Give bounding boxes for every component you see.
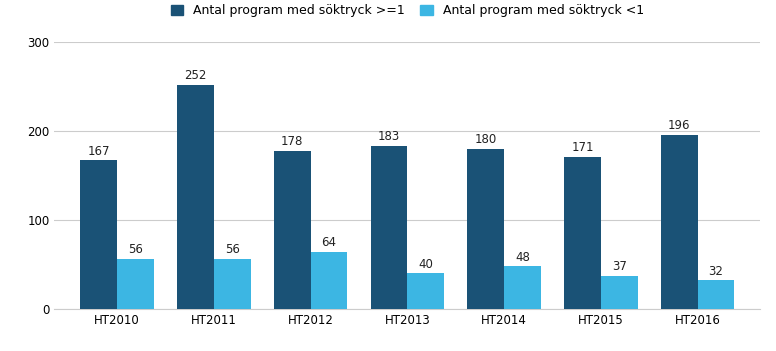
Bar bbox=[274, 151, 310, 309]
Bar bbox=[564, 157, 601, 309]
Bar bbox=[214, 259, 251, 309]
Bar bbox=[177, 85, 214, 309]
Text: 32: 32 bbox=[708, 265, 723, 278]
Text: 180: 180 bbox=[475, 133, 497, 146]
Legend: Antal program med söktryck >=1, Antal program med söktryck <1: Antal program med söktryck >=1, Antal pr… bbox=[167, 0, 648, 21]
Text: 64: 64 bbox=[321, 236, 337, 249]
Text: 48: 48 bbox=[515, 251, 530, 264]
Text: 171: 171 bbox=[571, 141, 594, 154]
Bar bbox=[698, 280, 734, 309]
Text: 167: 167 bbox=[88, 145, 110, 158]
Bar bbox=[310, 252, 348, 309]
Text: 40: 40 bbox=[418, 258, 433, 271]
Bar bbox=[81, 160, 117, 309]
Bar bbox=[407, 273, 444, 309]
Bar bbox=[601, 276, 638, 309]
Text: 252: 252 bbox=[185, 69, 206, 82]
Bar bbox=[117, 259, 154, 309]
Bar bbox=[467, 149, 504, 309]
Text: 178: 178 bbox=[281, 135, 303, 148]
Bar bbox=[504, 266, 541, 309]
Bar bbox=[371, 146, 407, 309]
Text: 196: 196 bbox=[668, 119, 691, 132]
Text: 183: 183 bbox=[378, 131, 400, 144]
Bar bbox=[661, 134, 698, 309]
Text: 56: 56 bbox=[128, 243, 143, 257]
Text: 56: 56 bbox=[225, 243, 240, 257]
Text: 37: 37 bbox=[611, 260, 627, 273]
